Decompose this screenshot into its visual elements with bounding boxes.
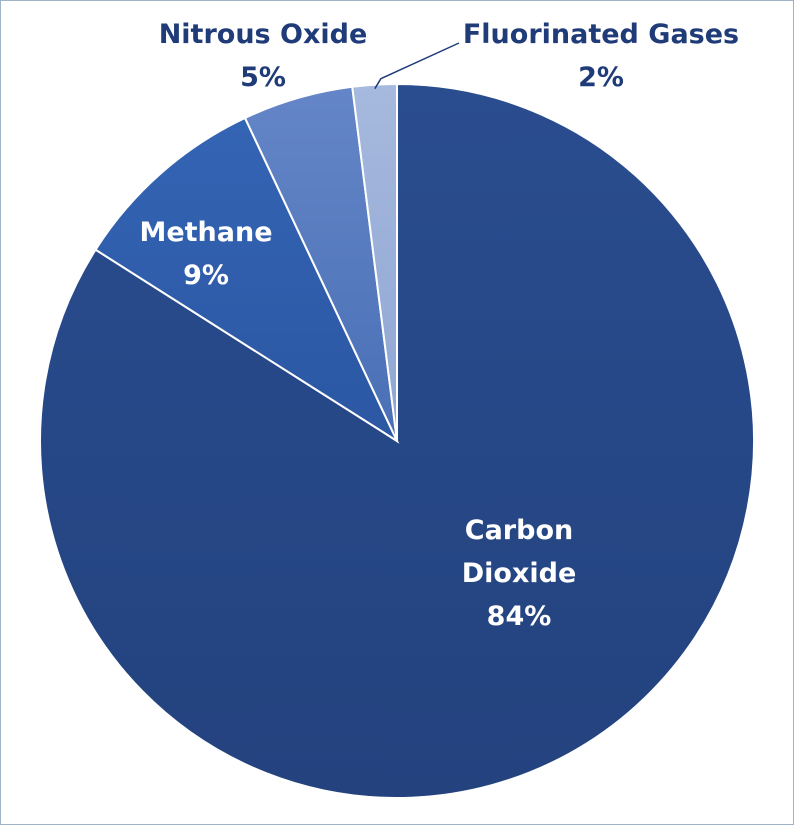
slice-labels: Carbon Dioxide 84% Methane 9% Nitrous Oxide 5%… xyxy=(139,19,739,632)
pie-slice-methane xyxy=(94,116,400,444)
slice-name-label: Nitrous Oxide xyxy=(159,19,368,50)
slice-name-label: Dioxide xyxy=(462,558,577,589)
pie-slice-fluorinated-gases xyxy=(351,82,398,442)
slice-value-label: 9% xyxy=(183,260,229,291)
leader-line-fluorinated-gases xyxy=(374,42,460,90)
slice-value-label: 84% xyxy=(487,601,552,632)
pie-slices xyxy=(39,82,755,799)
pie-slice-carbon xyxy=(39,82,755,799)
slice-name-label: Carbon xyxy=(465,515,573,546)
slice-name-label: Fluorinated Gases xyxy=(463,19,739,50)
slice-value-label: 2% xyxy=(578,62,624,93)
slice-name-label: Methane xyxy=(139,217,272,248)
slice-value-label: 5% xyxy=(240,62,286,93)
leader-lines xyxy=(374,42,460,90)
